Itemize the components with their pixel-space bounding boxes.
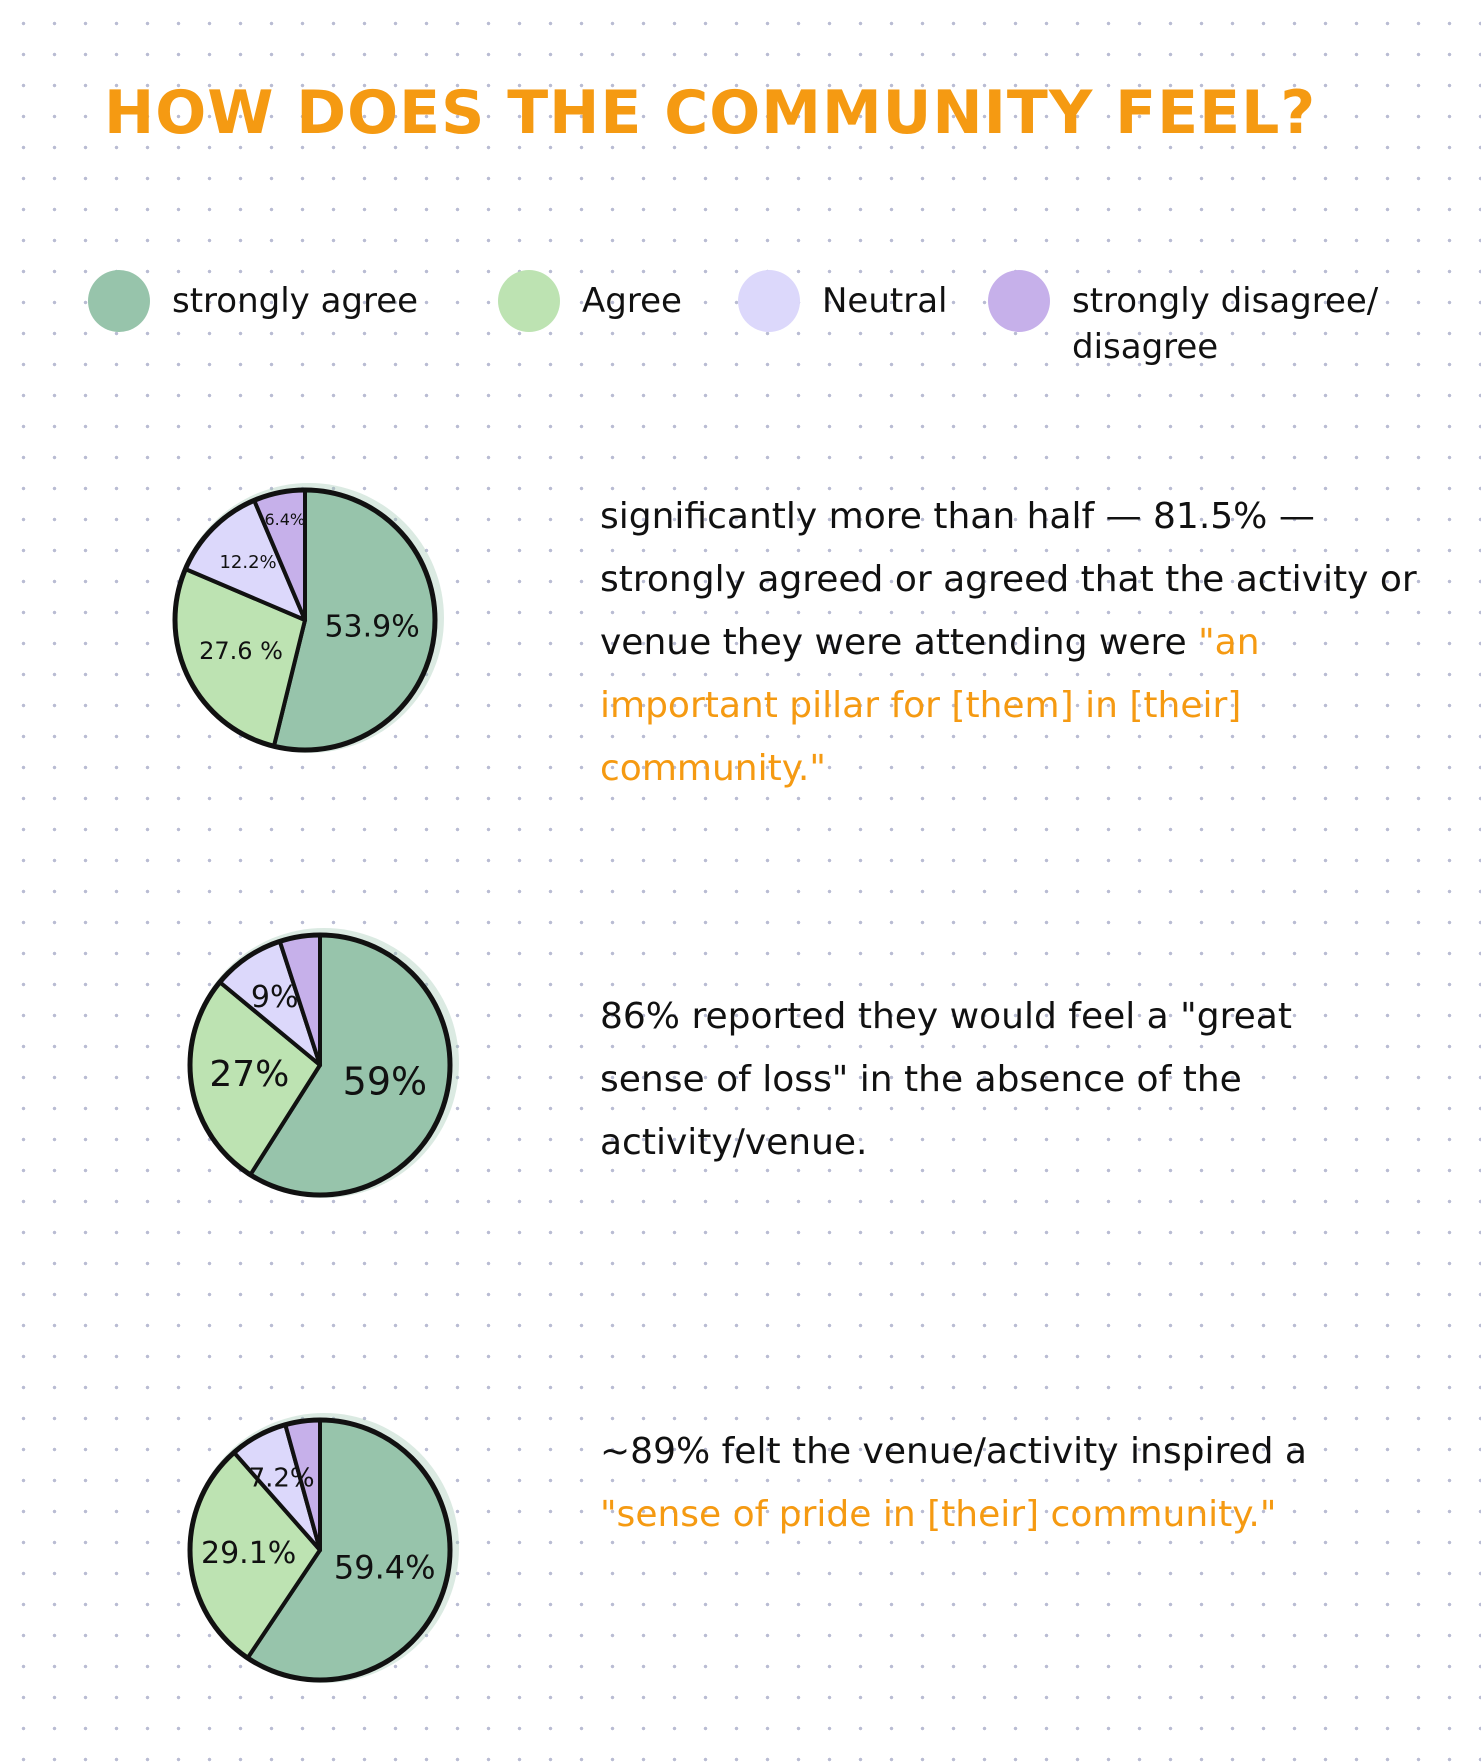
pie-chart-2: 59% 27% 9% (187, 928, 459, 1198)
pie-data-label: 27% (209, 1054, 289, 1095)
pie-data-label: 59.4% (334, 1549, 436, 1587)
legend-label: strongly agree (172, 281, 419, 321)
pie-data-label: 27.6 % (199, 637, 283, 665)
legend-swatch (88, 270, 150, 332)
legend: strongly agree Agree Neutral strongly di… (88, 270, 1418, 380)
pie-chart-3: 59.4% 29.1% 7.2% (187, 1413, 459, 1683)
pie-data-label: 7.2% (249, 1464, 315, 1494)
pie-data-label: 9% (251, 980, 299, 1015)
note-text: ~89% felt the venue/activity inspired a (600, 1431, 1307, 1472)
note-quote: "sense of pride in [their] community." (600, 1494, 1277, 1535)
legend-label: Agree (582, 281, 682, 321)
note-2: 86% reported they would feel a "great se… (600, 985, 1320, 1174)
pie-data-label: 29.1% (201, 1536, 296, 1571)
pie-data-label: 59% (343, 1059, 427, 1103)
legend-swatch (738, 270, 800, 332)
pie-outline (187, 932, 453, 1198)
legend-item-disagree: strongly disagree/ disagree (988, 270, 1412, 370)
note-quote: "an important pillar for [them] in [thei… (600, 622, 1260, 789)
note-1: significantly more than half — 81.5% — s… (600, 485, 1420, 800)
legend-label: strongly disagree/ disagree (1072, 281, 1379, 367)
note-3: ~89% felt the venue/activity inspired a … (600, 1420, 1380, 1546)
pie-outline (187, 1417, 453, 1683)
pie-chart-1: 53.9% 27.6 % 12.2% 6.4% (172, 483, 444, 753)
note-text: significantly more than half — 81.5% — s… (600, 496, 1417, 663)
legend-label: Neutral (822, 281, 948, 321)
pie-data-label: 53.9% (324, 610, 419, 645)
pie-data-label: 6.4% (264, 510, 305, 529)
page-title: HOW DOES THE COMMUNITY FEEL? (104, 78, 1317, 148)
legend-item-agree: Agree (498, 270, 682, 332)
pie-data-label: 12.2% (219, 552, 276, 573)
legend-item-neutral: Neutral (738, 270, 948, 332)
pie-outline (172, 487, 438, 753)
legend-swatch (988, 270, 1050, 332)
legend-swatch (498, 270, 560, 332)
legend-item-strongly-agree: strongly agree (88, 270, 418, 332)
note-text: 86% reported they would feel a "great se… (600, 996, 1292, 1163)
